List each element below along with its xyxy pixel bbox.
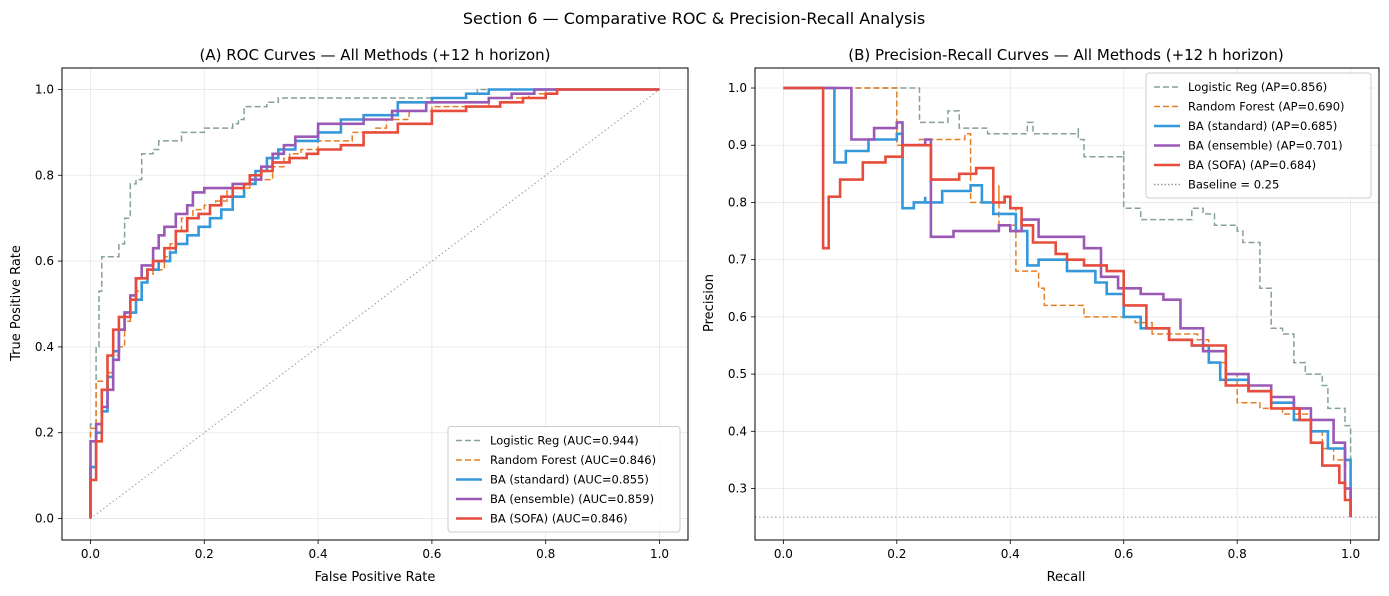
y-tick-label: 0.7	[728, 253, 747, 267]
pr-title: (B) Precision-Recall Curves — All Method…	[848, 46, 1283, 64]
legend-label: BA (standard) (AP=0.685)	[1188, 119, 1337, 133]
y-tick-label: 1.0	[728, 81, 747, 95]
legend-label: Logistic Reg (AP=0.856)	[1188, 80, 1327, 94]
legend-label: BA (SOFA) (AUC=0.846)	[490, 512, 628, 526]
legend-label: Random Forest (AUC=0.846)	[490, 453, 656, 467]
x-tick-label: 0.0	[81, 547, 100, 561]
y-tick-label: 0.2	[35, 426, 54, 440]
legend-box	[1145, 72, 1372, 199]
legend-box	[447, 426, 681, 533]
series-line-ba-sofa	[89, 88, 660, 519]
series-line-ba-sofa	[783, 86, 1352, 518]
legend-label: BA (SOFA) (AP=0.684)	[1188, 158, 1316, 172]
figure-suptitle: Section 6 — Comparative ROC & Precision-…	[463, 9, 925, 28]
y-tick-label: 0.4	[35, 340, 54, 354]
pr-ylabel: Precision	[702, 274, 717, 332]
x-tick-label: 0.4	[309, 547, 328, 561]
x-tick-label: 0.8	[1228, 547, 1247, 561]
legend-label: BA (ensemble) (AP=0.701)	[1188, 139, 1343, 153]
chance-diagonal	[90, 89, 660, 519]
series-line-random-forest	[89, 88, 660, 519]
y-tick-label: 0.8	[728, 195, 747, 209]
legend-label: Logistic Reg (AUC=0.944)	[490, 434, 639, 448]
pr-xlabel: Recall	[1047, 570, 1086, 585]
x-tick-label: 0.2	[195, 547, 214, 561]
roc-panel: (A) ROC Curves — All Methods (+12 h hori…	[9, 46, 689, 585]
y-tick-label: 1.0	[35, 82, 54, 96]
x-tick-label: 1.0	[1341, 547, 1360, 561]
legend-label: BA (standard) (AUC=0.855)	[490, 473, 649, 487]
roc-title: (A) ROC Curves — All Methods (+12 h hori…	[200, 46, 551, 64]
roc-xlabel: False Positive Rate	[315, 570, 436, 585]
series-line-logistic	[89, 88, 660, 519]
x-tick-label: 0.4	[1001, 547, 1020, 561]
pr-panel: (B) Precision-Recall Curves — All Method…	[702, 46, 1380, 585]
legend-label: Random Forest (AP=0.690)	[1188, 100, 1345, 114]
y-tick-label: 0.9	[728, 138, 747, 152]
x-tick-label: 0.6	[422, 547, 441, 561]
x-tick-label: 0.8	[536, 547, 555, 561]
plot-frame	[754, 67, 1380, 541]
y-tick-label: 0.0	[35, 512, 54, 526]
x-tick-label: 1.0	[650, 547, 669, 561]
legend-label: Baseline = 0.25	[1188, 178, 1279, 192]
series-line-ba-ensemble	[89, 88, 660, 519]
roc-ylabel: True Positive Rate	[9, 245, 24, 362]
y-tick-label: 0.3	[728, 482, 747, 496]
series-line-logistic	[783, 87, 1352, 518]
x-tick-label: 0.6	[1114, 547, 1133, 561]
x-tick-label: 0.0	[774, 547, 793, 561]
y-tick-label: 0.5	[728, 367, 747, 381]
y-tick-label: 0.4	[728, 424, 747, 438]
y-tick-label: 0.6	[35, 254, 54, 268]
y-tick-label: 0.8	[35, 168, 54, 182]
legend-label: BA (ensemble) (AUC=0.859)	[490, 492, 654, 506]
x-tick-label: 0.2	[887, 547, 906, 561]
plot-frame	[61, 67, 689, 541]
y-tick-label: 0.6	[728, 310, 747, 324]
